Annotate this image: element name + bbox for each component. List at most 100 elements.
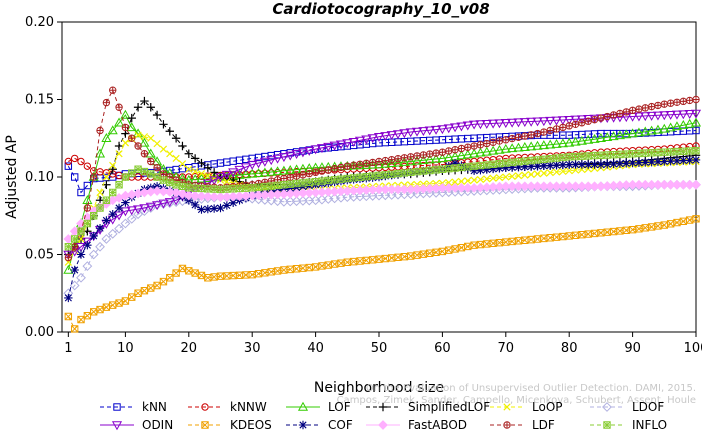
- data-point-odin: [469, 120, 480, 130]
- data-point-simplifiedlof: [184, 149, 193, 158]
- data-point-kdeos: [115, 299, 123, 307]
- data-point-ldf: [685, 96, 694, 105]
- data-point-cof: [89, 231, 98, 241]
- data-point-ldf: [451, 146, 459, 154]
- data-point-loop: [559, 167, 567, 176]
- data-point-kdeos: [197, 271, 206, 280]
- data-point-fastabod: [653, 179, 663, 190]
- data-point-odin: [310, 145, 321, 155]
- data-point-cof: [108, 210, 117, 219]
- data-point-lof: [570, 136, 581, 146]
- data-point-kdeos: [533, 235, 542, 243]
- data-point-lof: [494, 144, 505, 154]
- series-ldf: [64, 86, 700, 262]
- data-point-loop: [546, 169, 554, 177]
- data-point-odin: [126, 206, 137, 216]
- data-point-inflo: [394, 169, 402, 178]
- data-point-ldf: [419, 151, 428, 159]
- data-point-fastabod: [526, 181, 537, 192]
- credit-line-1: Campos, Zimek, Sander, Campello, Micenko…: [337, 395, 696, 406]
- data-point-loop: [476, 175, 485, 184]
- data-point-fastabod: [551, 181, 562, 192]
- data-point-loop: [153, 140, 161, 148]
- data-point-simplifiedlof: [197, 158, 206, 168]
- data-point-odin: [209, 176, 220, 186]
- data-point-odin: [152, 201, 163, 211]
- data-point-cof: [584, 160, 593, 169]
- data-point-odin: [234, 165, 245, 175]
- data-point-fastabod: [374, 184, 384, 195]
- data-point-ldf: [464, 143, 472, 151]
- data-point-ldf: [527, 131, 535, 139]
- data-point-kdeos: [90, 308, 98, 316]
- data-point-loop: [533, 170, 542, 178]
- data-point-ldf: [635, 105, 643, 113]
- credit-line-2: On the Evaluation of Unsupervised Outlie…: [366, 383, 696, 394]
- data-point-kdeos: [381, 254, 390, 263]
- data-point-odin: [494, 119, 505, 129]
- data-point-ldf: [102, 98, 111, 107]
- data-point-fastabod: [462, 182, 473, 193]
- x-tick-label: 30: [244, 341, 261, 356]
- data-point-fastabod: [152, 186, 163, 196]
- data-point-kdeos: [349, 257, 358, 266]
- data-point-cof: [286, 184, 295, 193]
- data-point-odin: [215, 173, 226, 183]
- data-point-ldf: [673, 98, 681, 106]
- data-point-kdeos: [502, 238, 510, 246]
- data-point-inflo: [153, 173, 161, 181]
- data-point-inflo: [597, 151, 605, 159]
- data-point-odin: [120, 207, 131, 217]
- data-point-cof: [628, 158, 637, 168]
- data-point-kdeos: [204, 274, 212, 282]
- x-axis-label: Neighborhood size: [314, 380, 444, 396]
- data-point-cof: [64, 293, 73, 303]
- data-point-odin: [133, 205, 144, 215]
- data-point-kdeos: [267, 268, 275, 276]
- data-point-lof: [589, 133, 600, 143]
- data-point-kdeos: [628, 226, 637, 234]
- data-point-ldf: [121, 123, 130, 132]
- data-point-odin: [481, 119, 492, 129]
- legend-item-fastabod: FastABOD: [366, 418, 467, 432]
- data-point-kdeos: [527, 235, 535, 244]
- data-point-cof: [647, 157, 656, 167]
- data-point-kdeos: [546, 234, 554, 242]
- data-point-lof: [621, 129, 632, 139]
- data-point-cof: [495, 164, 504, 173]
- data-point-inflo: [609, 150, 618, 159]
- data-point-ldf: [70, 243, 79, 251]
- data-point-fastabod: [386, 184, 397, 195]
- data-point-inflo: [432, 166, 440, 174]
- data-point-cof: [114, 203, 124, 213]
- data-point-inflo: [178, 182, 187, 190]
- data-point-kdeos: [559, 232, 567, 241]
- data-point-fastabod: [456, 182, 467, 193]
- legend-item-ldf: LDF: [490, 418, 555, 432]
- data-point-inflo: [223, 185, 231, 193]
- data-point-kdeos: [457, 243, 466, 252]
- data-point-ldf: [514, 133, 523, 141]
- data-point-lof: [196, 173, 207, 183]
- data-point-cof: [76, 250, 86, 259]
- data-point-ldf: [375, 157, 383, 166]
- data-point-loop: [565, 167, 573, 175]
- data-point-kdeos: [172, 269, 180, 277]
- data-point-kdeos: [128, 293, 136, 301]
- data-point-ldf: [318, 167, 326, 175]
- data-point-kdeos: [419, 250, 428, 258]
- data-point-kdeos: [210, 273, 218, 281]
- data-point-inflo: [172, 181, 180, 189]
- legend-item-odin: ODIN: [100, 418, 173, 432]
- data-point-lof: [139, 137, 150, 147]
- data-point-ldof: [133, 209, 143, 220]
- data-point-ldf: [540, 128, 548, 136]
- data-point-knnw: [70, 154, 79, 163]
- data-point-ldof: [95, 241, 105, 252]
- data-point-lof: [94, 148, 106, 158]
- data-point-cof: [197, 205, 206, 214]
- data-point-lof: [475, 147, 486, 157]
- data-point-ldf: [368, 158, 377, 167]
- data-point-odin: [462, 121, 473, 131]
- data-point-odin: [221, 170, 232, 180]
